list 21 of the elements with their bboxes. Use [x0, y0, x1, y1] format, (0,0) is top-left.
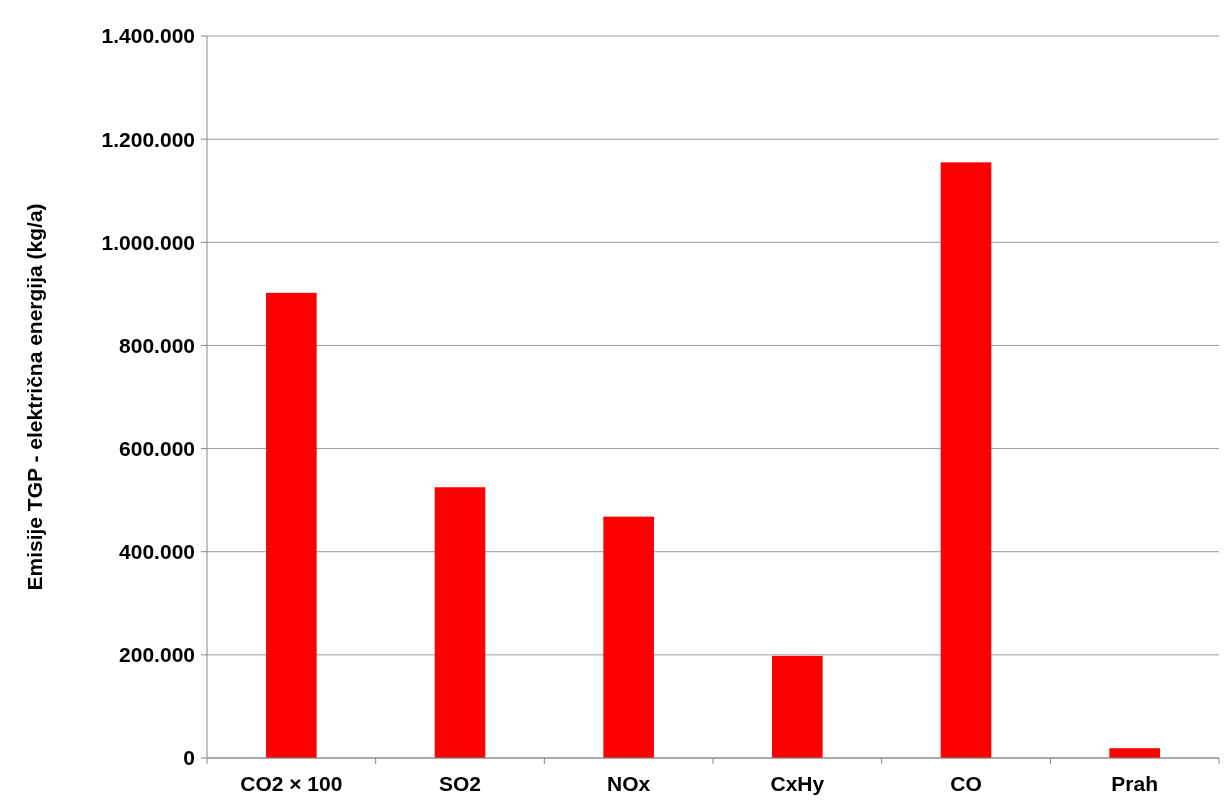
y-tick-label: 200.000	[119, 643, 195, 667]
y-tick-label: 400.000	[119, 540, 195, 564]
y-tick-label: 0	[183, 746, 195, 770]
bar	[266, 292, 317, 758]
bar	[940, 162, 992, 758]
bar	[1109, 748, 1160, 758]
bar	[772, 655, 823, 758]
y-axis-title: Emisije TGP - električna energija (kg/a)	[23, 203, 46, 591]
bar	[434, 487, 486, 758]
x-tick-label: CO	[950, 772, 982, 795]
x-tick-label: Prah	[1111, 772, 1159, 795]
y-tick-label: 800.000	[119, 333, 195, 357]
x-tick-label: CO2 × 100	[240, 772, 343, 795]
y-tick-label: 1.400.000	[101, 24, 195, 48]
x-tick-label: NOx	[607, 772, 651, 795]
x-tick-label: CxHy	[770, 772, 825, 795]
y-tick-label: 600.000	[119, 436, 195, 460]
bar	[603, 516, 654, 758]
y-tick-label: 1.000.000	[101, 230, 195, 254]
x-tick-label: SO2	[438, 772, 482, 795]
y-tick-label: 1.200.000	[101, 127, 195, 151]
